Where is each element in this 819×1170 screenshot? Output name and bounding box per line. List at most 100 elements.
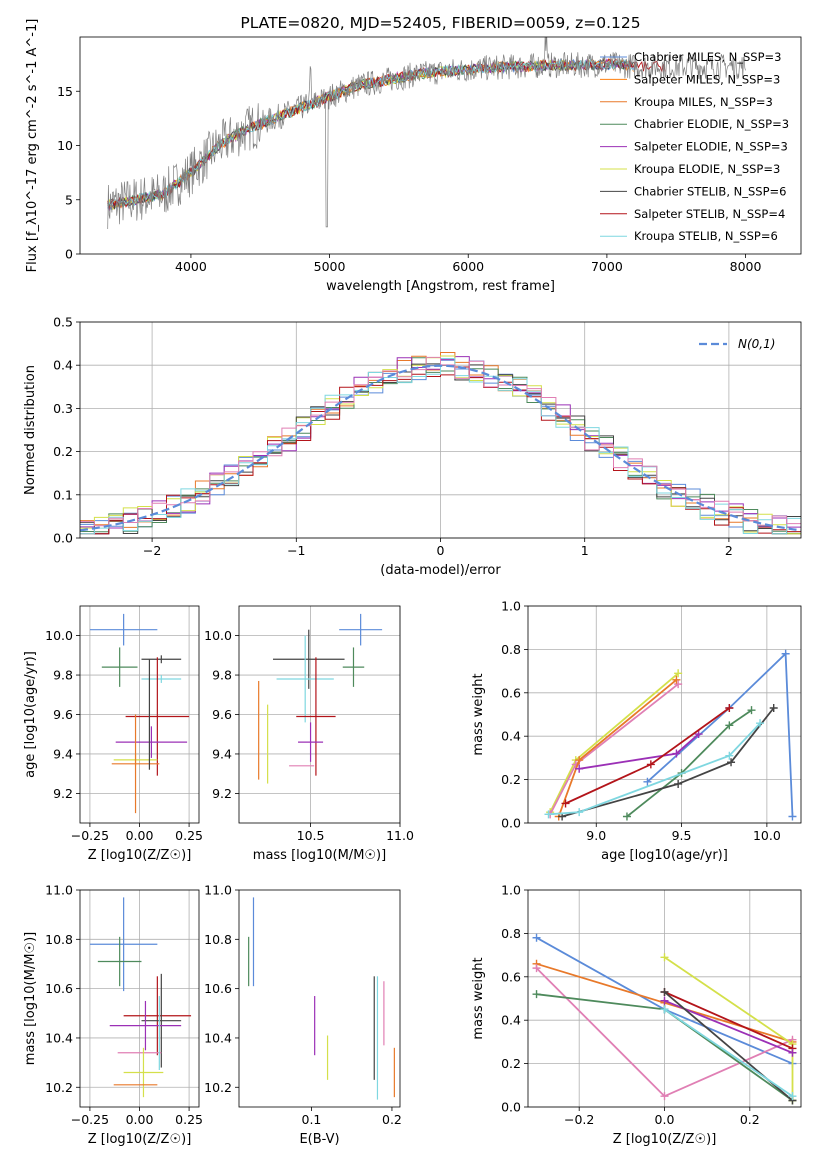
x-tick-label: 0.00 bbox=[126, 828, 154, 843]
axes-frame bbox=[79, 889, 200, 1108]
series-marker bbox=[725, 703, 734, 712]
y-tick-label: 9.2 bbox=[212, 786, 232, 801]
x-tick-label: 8000 bbox=[730, 259, 762, 274]
x-tick-label: 6000 bbox=[452, 259, 484, 274]
x-axis-label: (data-model)/error bbox=[380, 563, 501, 578]
series-marker bbox=[660, 1005, 669, 1014]
plot-area bbox=[248, 897, 395, 1100]
errorbar-point bbox=[141, 655, 182, 664]
legend-label: Salpeter ELODIE, N_SSP=3 bbox=[634, 140, 788, 154]
y-tick-label: 10.0 bbox=[204, 628, 232, 643]
axes-frame bbox=[79, 36, 802, 255]
series-marker bbox=[747, 706, 756, 715]
y-tick-label: 0 bbox=[65, 247, 73, 262]
y-tick-label: 11.0 bbox=[45, 883, 73, 898]
series-marker bbox=[646, 760, 655, 769]
grid-lines bbox=[80, 889, 199, 1107]
errorbar-point bbox=[89, 897, 158, 992]
y-tick-label: 0.2 bbox=[53, 444, 73, 459]
x-tick-label: 2 bbox=[725, 543, 733, 558]
series-line-kroupa_stelib bbox=[548, 722, 761, 816]
errorbar-point bbox=[125, 657, 190, 776]
y-axis-label: age [log10(age/yr)] bbox=[23, 651, 38, 778]
series-marker bbox=[660, 953, 669, 962]
y-tick-label: 0.5 bbox=[53, 315, 73, 330]
y-axis-label: Flux [f_λ10^-17 erg cm^-2 s^-1 A^-1] bbox=[25, 19, 40, 273]
y-axis-label: mass weight bbox=[471, 673, 486, 755]
axes-frame bbox=[527, 605, 802, 824]
y-tick-label: 10.8 bbox=[204, 932, 232, 947]
x-tick-label: −1 bbox=[287, 543, 305, 558]
series-marker bbox=[575, 808, 584, 817]
x-tick-label: −0.25 bbox=[71, 1112, 109, 1127]
y-tick-label: 0.6 bbox=[501, 969, 521, 984]
y-tick-label: 5 bbox=[65, 192, 73, 207]
x-axis-label: Z [log10(Z/Z☉)] bbox=[613, 1132, 717, 1147]
x-tick-label: 7000 bbox=[591, 259, 623, 274]
axes-frame bbox=[79, 321, 802, 539]
errorbar-point bbox=[339, 613, 383, 646]
series-marker bbox=[781, 649, 790, 658]
y-tick-label: 0.1 bbox=[53, 487, 73, 502]
errorbar-point bbox=[296, 657, 336, 776]
series-marker bbox=[788, 1092, 797, 1101]
y-tick-label: 1.0 bbox=[501, 599, 521, 614]
y-tick-label: 0.0 bbox=[53, 531, 73, 546]
errorbar-point bbox=[272, 629, 345, 689]
series-line-chabrier_elodie bbox=[626, 709, 753, 818]
series-line-chabrier_miles bbox=[646, 651, 794, 817]
x-tick-label: 10.0 bbox=[753, 828, 781, 843]
errorbar-point bbox=[115, 726, 188, 758]
y-tick-label: 9.8 bbox=[53, 668, 73, 683]
legend-label: Chabrier ELODIE, N_SSP=3 bbox=[634, 117, 789, 131]
plot-area bbox=[89, 897, 192, 1098]
y-tick-label: 0.4 bbox=[501, 729, 521, 744]
x-tick-label: 0 bbox=[437, 543, 445, 558]
series-marker bbox=[727, 758, 736, 767]
series-marker bbox=[660, 1092, 669, 1101]
series-marker bbox=[674, 779, 683, 788]
series-marker bbox=[672, 675, 681, 684]
x-tick-label: 11.0 bbox=[386, 828, 414, 843]
plot-area bbox=[258, 613, 383, 784]
y-tick-label: 0.4 bbox=[53, 358, 73, 373]
errorbar-point bbox=[123, 976, 192, 1056]
series-marker bbox=[660, 987, 669, 996]
errorbar-point bbox=[97, 936, 142, 987]
series-marker bbox=[532, 990, 541, 999]
y-tick-label: 9.2 bbox=[53, 786, 73, 801]
x-axis-label: mass [log10(M/M☉)] bbox=[253, 848, 386, 863]
y-tick-label: 15 bbox=[57, 84, 73, 99]
series-marker bbox=[660, 996, 669, 1005]
x-axis-label: wavelength [Angstrom, rest frame] bbox=[326, 279, 555, 294]
series-marker bbox=[622, 812, 631, 821]
series-line-kroupa_stelib bbox=[663, 1008, 794, 1097]
y-tick-label: 10.4 bbox=[45, 1030, 73, 1045]
x-axis-label: Z [log10(Z/Z☉)] bbox=[88, 848, 192, 863]
x-tick-label: 1 bbox=[581, 543, 589, 558]
x-axis-label: age [log10(age/yr)] bbox=[601, 848, 728, 863]
series-marker bbox=[788, 1048, 797, 1057]
x-tick-label: −2 bbox=[143, 543, 161, 558]
series-line-chabrier_stelib bbox=[561, 707, 775, 818]
y-tick-label: 10.4 bbox=[204, 1030, 232, 1045]
legend: Chabrier MILES, N_SSP=3 Salpeter MILES, N… bbox=[600, 50, 789, 243]
plot-area bbox=[544, 649, 797, 821]
x-tick-label: 10.5 bbox=[297, 828, 325, 843]
panel-spectrum: 4000 5000 6000 7000 8000 0 5 10 15 wavelength [An… bbox=[25, 14, 802, 294]
series-marker bbox=[561, 799, 570, 808]
y-tick-label: 10.0 bbox=[45, 628, 73, 643]
legend-label: Kroupa ELODIE, N_SSP=3 bbox=[634, 162, 780, 176]
y-tick-label: 0.2 bbox=[501, 772, 521, 787]
x-tick-label: −0.2 bbox=[564, 1112, 594, 1127]
y-tick-label: 10.2 bbox=[204, 1080, 232, 1095]
panel-massweight_vs_Z: −0.2 0.0 0.2 0.0 0.2 0.4 0.6 0.8 1.0 Z [log10(Z/Z… bbox=[471, 883, 802, 1147]
x-tick-label: 0.1 bbox=[302, 1112, 322, 1127]
x-tick-label: −0.25 bbox=[71, 828, 109, 843]
series-marker bbox=[575, 756, 584, 765]
series-marker bbox=[769, 703, 778, 712]
legend-label: Salpeter STELIB, N_SSP=4 bbox=[634, 207, 785, 221]
y-tick-label: 0.6 bbox=[501, 685, 521, 700]
legend-label: Kroupa STELIB, N_SSP=6 bbox=[634, 229, 778, 243]
